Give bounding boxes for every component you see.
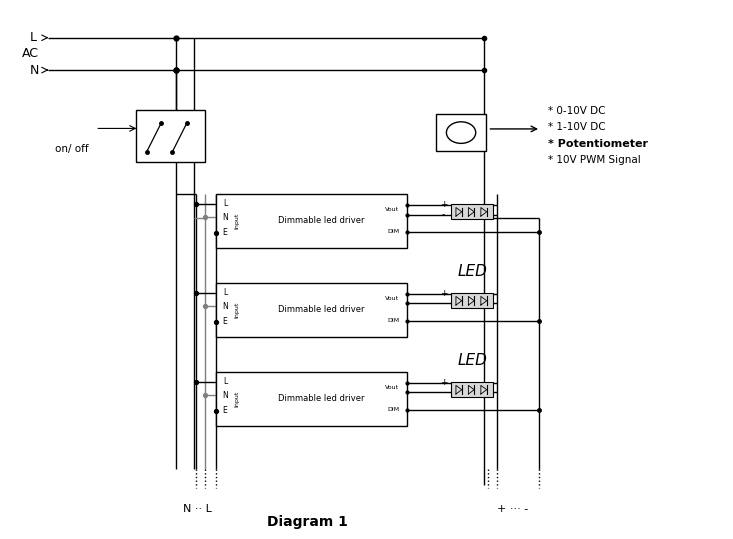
Bar <box>216 194 407 248</box>
Bar <box>451 204 493 219</box>
Text: Dimmable led driver: Dimmable led driver <box>278 217 364 225</box>
Text: L: L <box>223 288 227 297</box>
Text: on/ off: on/ off <box>55 144 89 154</box>
Text: N: N <box>222 213 228 222</box>
Text: * Potentiometer: * Potentiometer <box>548 139 648 149</box>
Text: Input: Input <box>235 213 239 229</box>
Text: -: - <box>442 210 445 219</box>
Text: L: L <box>29 31 37 44</box>
Bar <box>451 382 493 397</box>
Bar <box>436 114 486 151</box>
Text: Vout: Vout <box>386 206 399 212</box>
Bar <box>216 283 407 337</box>
Bar <box>136 110 205 162</box>
Bar <box>216 372 407 426</box>
Text: DIM: DIM <box>387 318 399 323</box>
Text: E: E <box>223 317 227 326</box>
Text: Vout: Vout <box>386 384 399 390</box>
Text: N: N <box>222 391 228 399</box>
Text: +: + <box>440 378 447 387</box>
Text: +: + <box>440 201 447 209</box>
Text: Diagram 1: Diagram 1 <box>268 515 348 529</box>
Text: E: E <box>223 406 227 415</box>
Text: E: E <box>223 229 227 237</box>
Circle shape <box>446 122 476 143</box>
Text: * 0-10V DC: * 0-10V DC <box>548 106 605 115</box>
Text: Input: Input <box>235 391 239 407</box>
Text: N: N <box>29 64 39 77</box>
Text: DIM: DIM <box>387 407 399 412</box>
Text: Dimmable led driver: Dimmable led driver <box>278 395 364 403</box>
Text: L: L <box>223 377 227 386</box>
Text: * 1-10V DC: * 1-10V DC <box>548 122 606 132</box>
Text: Dimmable led driver: Dimmable led driver <box>278 306 364 314</box>
Text: AC: AC <box>22 47 39 60</box>
Text: + ··· -: + ··· - <box>498 505 528 514</box>
Text: N: N <box>222 302 228 310</box>
Bar <box>451 293 493 308</box>
Text: +: + <box>440 289 447 298</box>
Text: * 10V PWM Signal: * 10V PWM Signal <box>548 155 641 165</box>
Text: DIM: DIM <box>387 229 399 234</box>
Text: Vout: Vout <box>386 295 399 301</box>
Text: -: - <box>442 388 445 397</box>
Text: N ·· L: N ·· L <box>183 505 213 514</box>
Text: Input: Input <box>235 302 239 318</box>
Text: LED: LED <box>457 264 487 279</box>
Text: LED: LED <box>457 353 487 368</box>
Text: -: - <box>442 299 445 308</box>
Text: L: L <box>223 199 227 208</box>
